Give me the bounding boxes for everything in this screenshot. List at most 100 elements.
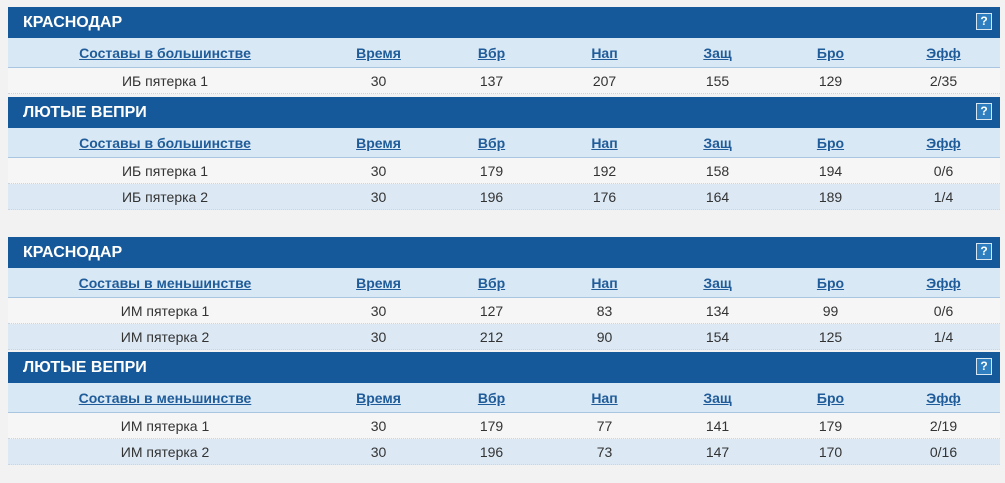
- sort-link[interactable]: Составы в меньшинстве: [78, 390, 252, 406]
- data-cell: 1/4: [933, 329, 954, 345]
- header-cell: Составы в меньшинстве: [8, 268, 322, 297]
- sort-link[interactable]: Нап: [591, 135, 618, 151]
- data-cell: 125: [818, 329, 843, 345]
- data-cell: 179: [479, 163, 504, 179]
- header-cell: Защ: [661, 128, 774, 157]
- header-cell: Бро: [774, 383, 887, 412]
- sort-link[interactable]: Эфф: [926, 135, 961, 151]
- stats-table: ЛЮТЫЕ ВЕПРИ? Составы в меньшинстве Время Вб…: [8, 352, 1000, 465]
- data-cell: 179: [818, 418, 843, 434]
- sort-link[interactable]: Составы в большинстве: [79, 45, 251, 61]
- sort-link[interactable]: Нап: [591, 45, 618, 61]
- sort-link[interactable]: Бро: [816, 390, 845, 406]
- sort-link[interactable]: Время: [356, 135, 401, 151]
- data-cell: 147: [705, 444, 730, 460]
- data-cell: 179: [479, 418, 504, 434]
- header-cell: Время: [322, 383, 435, 412]
- header-cell: Нап: [548, 38, 661, 67]
- sort-link[interactable]: Бро: [816, 135, 845, 151]
- help-icon[interactable]: ?: [976, 13, 992, 30]
- sort-link[interactable]: Время: [356, 390, 401, 406]
- header-cell: Бро: [774, 128, 887, 157]
- header-cell: Вбр: [435, 383, 548, 412]
- sort-link[interactable]: Эфф: [926, 45, 961, 61]
- sort-link[interactable]: Эфф: [926, 390, 961, 406]
- table-title: КРАСНОДАР?: [8, 237, 1000, 268]
- data-cell: 192: [592, 163, 617, 179]
- sort-link[interactable]: Вбр: [477, 45, 506, 61]
- sort-link[interactable]: Нап: [591, 275, 618, 291]
- header-cell: Составы в большинстве: [8, 128, 322, 157]
- data-cell: 73: [596, 444, 613, 460]
- data-cell: 129: [818, 73, 843, 89]
- data-cell: 207: [592, 73, 617, 89]
- header-cell: Вбр: [435, 128, 548, 157]
- data-cell: 90: [596, 329, 613, 345]
- data-cell: 30: [370, 418, 387, 434]
- data-cell: 170: [818, 444, 843, 460]
- data-cell: 2/19: [929, 418, 958, 434]
- data-cell: 194: [818, 163, 843, 179]
- team-name: КРАСНОДАР: [23, 14, 123, 31]
- header-cell: Составы в большинстве: [8, 38, 322, 67]
- table-title: ЛЮТЫЕ ВЕПРИ?: [8, 97, 1000, 128]
- stats-table: ЛЮТЫЕ ВЕПРИ? Составы в большинстве Время Вб…: [8, 97, 1000, 210]
- sort-link[interactable]: Вбр: [477, 135, 506, 151]
- sort-link[interactable]: Время: [356, 45, 401, 61]
- sort-link[interactable]: Составы в меньшинстве: [78, 275, 252, 291]
- data-cell: ИМ пятерка 2: [120, 444, 210, 460]
- team-name: КРАСНОДАР: [23, 244, 123, 261]
- header-cell: Бро: [774, 268, 887, 297]
- data-cell: 30: [370, 303, 387, 319]
- header-cell: Время: [322, 268, 435, 297]
- data-row: ИМ пятерка 2 30 212 90 154 125 1/4: [8, 324, 1000, 350]
- sort-link[interactable]: Защ: [703, 275, 732, 291]
- sort-link[interactable]: Защ: [703, 45, 732, 61]
- data-cell: 2/35: [929, 73, 958, 89]
- sort-link[interactable]: Нап: [591, 390, 618, 406]
- sort-link[interactable]: Составы в большинстве: [79, 135, 251, 151]
- sort-link[interactable]: Бро: [816, 45, 845, 61]
- data-cell: ИМ пятерка 1: [120, 418, 210, 434]
- header-cell: Нап: [548, 383, 661, 412]
- header-row: Составы в меньшинстве Время Вбр Нап Защ Бро Эф…: [8, 268, 1000, 298]
- data-cell: 77: [596, 418, 613, 434]
- sort-link[interactable]: Вбр: [477, 275, 506, 291]
- help-icon[interactable]: ?: [976, 358, 992, 375]
- header-cell: Эфф: [887, 268, 1000, 297]
- header-cell: Защ: [661, 383, 774, 412]
- sort-link[interactable]: Время: [356, 275, 401, 291]
- sort-link[interactable]: Вбр: [477, 390, 506, 406]
- data-cell: ИБ пятерка 1: [121, 73, 209, 89]
- header-cell: Эфф: [887, 38, 1000, 67]
- data-row: ИМ пятерка 1 30 179 77 141 179 2/19: [8, 413, 1000, 439]
- sort-link[interactable]: Бро: [816, 275, 845, 291]
- help-icon[interactable]: ?: [976, 243, 992, 260]
- header-row: Составы в меньшинстве Время Вбр Нап Защ Бро Эф…: [8, 383, 1000, 413]
- data-cell: 176: [592, 189, 617, 205]
- sort-link[interactable]: Защ: [703, 135, 732, 151]
- data-cell: 0/6: [933, 163, 954, 179]
- header-cell: Нап: [548, 268, 661, 297]
- data-cell: 158: [705, 163, 730, 179]
- data-row: ИБ пятерка 2 30 196 176 164 189 1/4: [8, 184, 1000, 210]
- data-cell: ИМ пятерка 1: [120, 303, 210, 319]
- sort-link[interactable]: Эфф: [926, 275, 961, 291]
- data-cell: 99: [822, 303, 839, 319]
- data-cell: 30: [370, 329, 387, 345]
- data-cell: 30: [370, 189, 387, 205]
- data-cell: 212: [479, 329, 504, 345]
- data-cell: 164: [705, 189, 730, 205]
- stats-table: КРАСНОДАР? Составы в меньшинстве Время Вбр Н…: [8, 237, 1000, 350]
- sort-link[interactable]: Защ: [703, 390, 732, 406]
- data-cell: 127: [479, 303, 504, 319]
- data-cell: 155: [705, 73, 730, 89]
- data-cell: 137: [479, 73, 504, 89]
- data-cell: ИМ пятерка 2: [120, 329, 210, 345]
- help-icon[interactable]: ?: [976, 103, 992, 120]
- header-cell: Защ: [661, 268, 774, 297]
- team-name: ЛЮТЫЕ ВЕПРИ: [23, 104, 147, 121]
- stats-table: КРАСНОДАР? Составы в большинстве Время Вбр Н…: [8, 7, 1000, 94]
- data-row: ИМ пятерка 1 30 127 83 134 99 0/6: [8, 298, 1000, 324]
